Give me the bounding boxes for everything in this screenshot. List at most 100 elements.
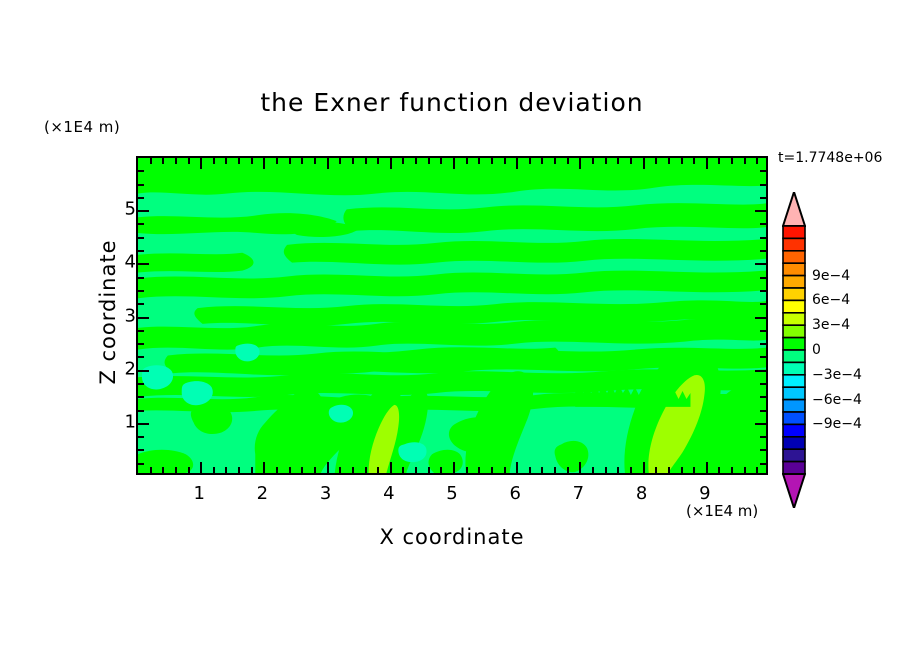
x-tick-top-minor: [528, 158, 531, 164]
x-tick-bottom-major: [200, 462, 203, 473]
y-tick-left-minor: [138, 250, 144, 253]
x-tick-bottom-minor: [680, 467, 683, 473]
y-tick-label: 1: [124, 411, 136, 433]
colorbar-tick-label: −3e−4: [812, 366, 862, 383]
x-tick-bottom-minor: [592, 467, 595, 473]
x-tick-top-minor: [301, 158, 304, 164]
y-tick-right-minor: [760, 462, 766, 465]
x-tick-top-major: [389, 158, 392, 169]
x-tick-bottom-minor: [541, 467, 544, 473]
x-tick-bottom-minor: [339, 467, 342, 473]
x-tick-bottom-minor: [301, 467, 304, 473]
y-tick-right-minor: [760, 196, 766, 199]
x-tick-top-minor: [402, 158, 405, 164]
x-tick-bottom-minor: [427, 467, 430, 473]
y-tick-right-major: [755, 263, 766, 266]
y-tick-right-minor: [760, 183, 766, 186]
y-tick-right-minor: [760, 436, 766, 439]
x-tick-bottom-minor: [174, 467, 177, 473]
y-tick-left-minor: [138, 409, 144, 412]
x-tick-top-minor: [503, 158, 506, 164]
y-axis-unit-label: (×1E4 m): [44, 118, 121, 136]
x-tick-bottom-minor: [313, 467, 316, 473]
x-tick-top-major: [453, 158, 455, 169]
x-axis-unit-label: (×1E4 m): [686, 502, 759, 520]
x-tick-top-minor: [364, 158, 367, 164]
y-tick-right-major: [755, 369, 766, 372]
x-tick-top-minor: [415, 158, 418, 164]
x-tick-top-major: [516, 158, 519, 169]
x-tick-label: 1: [193, 483, 205, 504]
x-tick-label: 9: [699, 483, 711, 504]
x-tick-bottom-major: [705, 462, 708, 473]
x-tick-top-minor: [313, 158, 316, 164]
x-tick-top-minor: [238, 158, 241, 164]
x-tick-bottom-minor: [655, 467, 658, 473]
x-tick-bottom-minor: [440, 467, 443, 473]
colorbar-tick-label: −6e−4: [812, 391, 862, 408]
x-tick-bottom-minor: [743, 467, 746, 473]
x-tick-bottom-major: [516, 462, 519, 473]
x-tick-bottom-minor: [288, 467, 291, 473]
y-tick-left-minor: [138, 196, 144, 199]
y-tick-left-minor: [138, 436, 144, 439]
x-tick-top-minor: [339, 158, 342, 164]
x-tick-bottom-minor: [149, 467, 152, 473]
x-tick-top-minor: [377, 158, 380, 164]
x-tick-top-major: [263, 158, 266, 169]
x-tick-top-minor: [250, 158, 253, 164]
y-tick-left-minor: [138, 462, 144, 465]
x-tick-top-major: [705, 158, 708, 169]
y-tick-left-major: [138, 263, 149, 266]
y-tick-left-minor: [138, 356, 144, 359]
x-tick-bottom-minor: [351, 467, 354, 473]
y-tick-right-minor: [760, 303, 766, 306]
x-tick-bottom-minor: [617, 467, 620, 473]
x-tick-top-minor: [276, 158, 279, 164]
x-tick-top-minor: [427, 158, 430, 164]
y-tick-left-minor: [138, 303, 144, 306]
x-tick-bottom-minor: [364, 467, 367, 473]
x-tick-label: 8: [635, 483, 648, 504]
y-tick-right-major: [755, 422, 766, 425]
y-tick-left-minor: [138, 343, 144, 346]
x-tick-top-minor: [756, 158, 759, 164]
x-tick-top-minor: [174, 158, 177, 164]
x-tick-top-minor: [604, 158, 607, 164]
x-tick-top-minor: [162, 158, 165, 164]
y-tick-right-minor: [760, 356, 766, 359]
y-tick-left-major: [138, 422, 149, 425]
y-tick-label: 2: [124, 358, 136, 380]
x-axis-title: X coordinate: [379, 525, 525, 549]
x-tick-bottom-minor: [566, 467, 569, 473]
x-tick-bottom-major: [389, 462, 392, 473]
y-tick-right-minor: [760, 223, 766, 226]
x-tick-bottom-minor: [377, 467, 380, 473]
y-tick-right-minor: [760, 236, 766, 239]
y-tick-right-major: [755, 210, 766, 213]
y-tick-right-minor: [760, 329, 766, 332]
x-tick-top-minor: [187, 158, 190, 164]
y-tick-right-minor: [760, 382, 766, 385]
x-tick-bottom-major: [579, 462, 582, 473]
y-tick-left-minor: [138, 170, 144, 173]
x-tick-bottom-minor: [162, 467, 165, 473]
x-tick-top-minor: [478, 158, 481, 164]
x-tick-top-minor: [541, 158, 544, 164]
x-tick-bottom-minor: [187, 467, 190, 473]
x-tick-bottom-minor: [225, 467, 228, 473]
x-tick-top-major: [326, 158, 329, 169]
x-tick-bottom-minor: [250, 467, 253, 473]
y-tick-left-minor: [138, 289, 144, 292]
y-tick-left-minor: [138, 223, 144, 226]
x-tick-bottom-minor: [693, 467, 696, 473]
x-tick-top-minor: [731, 158, 734, 164]
x-tick-label: 6: [509, 483, 521, 504]
y-tick-label: 5: [124, 198, 136, 220]
plot-area: [136, 156, 768, 475]
x-tick-top-minor: [351, 158, 354, 164]
x-tick-bottom-minor: [478, 467, 481, 473]
x-tick-bottom-major: [642, 462, 645, 473]
y-tick-right-major: [755, 316, 766, 319]
x-tick-top-minor: [440, 158, 443, 164]
